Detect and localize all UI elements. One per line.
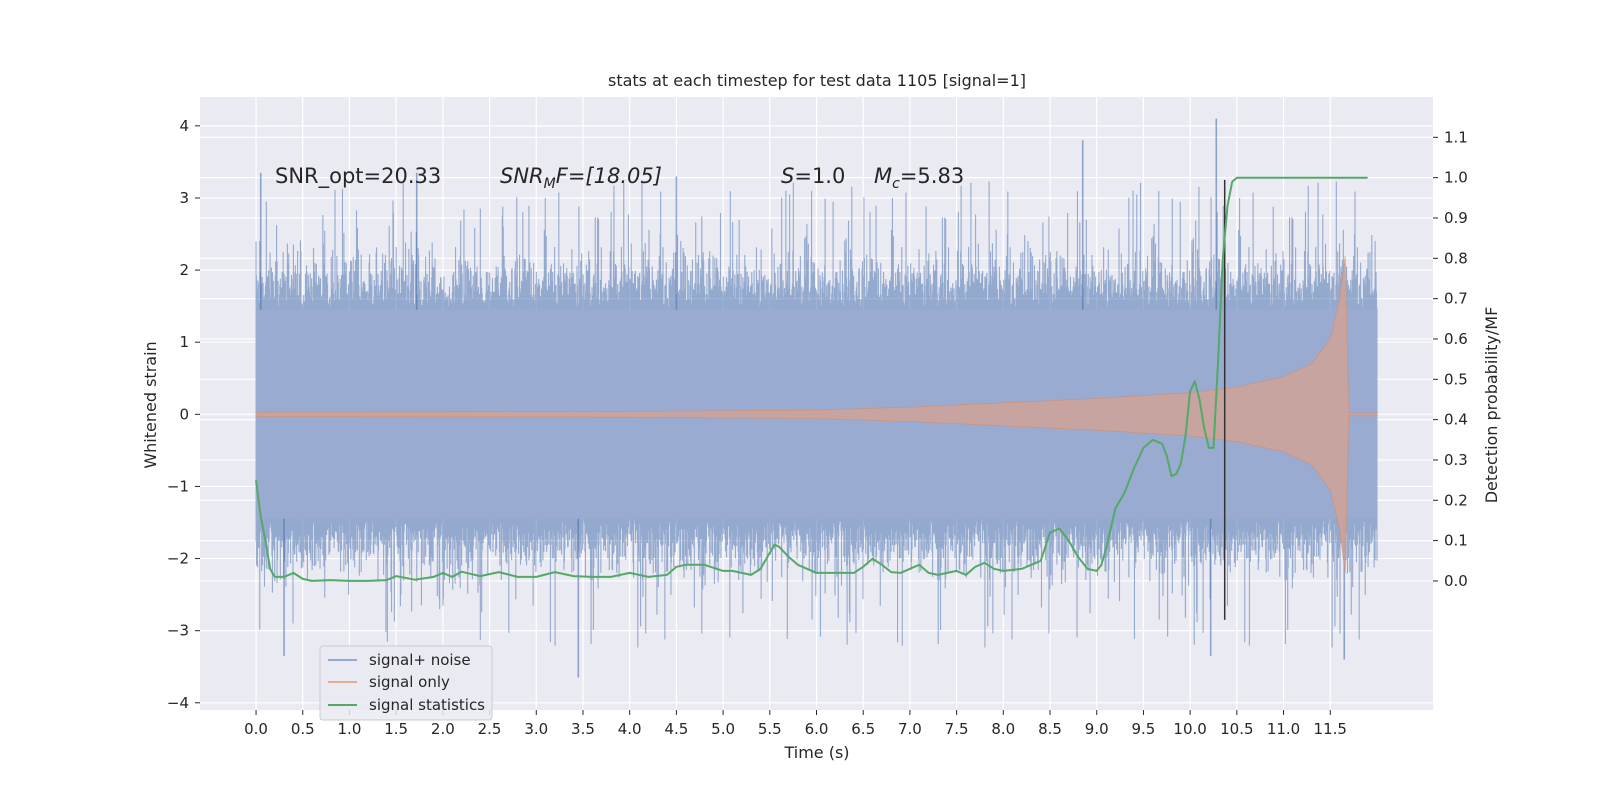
y2-tick-label: 0.6 [1444, 330, 1468, 348]
x-tick-label: 11.5 [1314, 720, 1347, 738]
x-tick-label: 7.5 [945, 720, 969, 738]
y2-tick-label: 1.0 [1444, 169, 1468, 187]
x-tick-label: 9.5 [1132, 720, 1156, 738]
y-tick-label: −3 [167, 622, 189, 640]
plot-layers [200, 97, 1433, 710]
x-tick-label: 9.0 [1085, 720, 1109, 738]
y2-tick-label: 0.2 [1444, 491, 1468, 509]
y2-tick-label: 0.1 [1444, 532, 1468, 550]
series-signal-only-envelope [255, 255, 1378, 574]
x-tick-label: 1.5 [384, 720, 408, 738]
axis-ticks: 0.0 0.5 1.0 1.5 2.0 2.5 3.0 3.5 4.0 4.5 5.0 5.5 6.0 6… [167, 117, 1468, 738]
chart-title: stats at each timestep for test data 110… [608, 71, 1026, 90]
x-tick-label: 4.5 [664, 720, 688, 738]
y-tick-label: −1 [167, 477, 189, 495]
y2-tick-label: 0.0 [1444, 572, 1468, 590]
y2-tick-label: 0.9 [1444, 209, 1468, 227]
chart-legend: signal+ noise signal only signal statist… [319, 645, 493, 721]
x-tick-label: 5.5 [758, 720, 782, 738]
y-tick-label: −4 [167, 694, 189, 712]
y-tick-label: 2 [179, 261, 189, 279]
annotation-snr-mf: SNRMF=[18.05] [500, 164, 662, 192]
legend-label-signal-noise: signal+ noise [369, 651, 471, 669]
y-axis-title: Whitened strain [141, 341, 160, 468]
x-tick-label: 2.0 [431, 720, 455, 738]
x-tick-label: 2.5 [478, 720, 502, 738]
y2-tick-label: 0.4 [1444, 411, 1468, 429]
y-tick-label: 0 [179, 405, 189, 423]
y2-tick-label: 0.7 [1444, 290, 1468, 308]
y-tick-label: 1 [179, 333, 189, 351]
x-tick-label: 4.0 [618, 720, 642, 738]
legend-label-signal-only: signal only [369, 673, 450, 691]
annotation-s: S=1.0 [781, 164, 845, 188]
x-tick-label: 0.0 [244, 720, 268, 738]
x-tick-label: 3.5 [571, 720, 595, 738]
x-tick-label: 3.0 [524, 720, 548, 738]
x-tick-label: 0.5 [291, 720, 315, 738]
x-tick-label: 7.0 [898, 720, 922, 738]
x-tick-label: 1.0 [338, 720, 362, 738]
y-tick-label: −2 [167, 550, 189, 568]
y2-tick-label: 0.8 [1444, 249, 1468, 267]
legend-frame [319, 645, 493, 721]
y2-axis-title: Detection probability/MF [1482, 307, 1501, 504]
x-tick-label: 11.0 [1267, 720, 1300, 738]
x-tick-label: 5.0 [711, 720, 735, 738]
y2-tick-label: 0.5 [1444, 370, 1468, 388]
x-tick-label: 6.0 [805, 720, 829, 738]
series-signal-statistics-line [255, 176, 1368, 582]
annotation-snr-opt: SNR_opt=20.33 [275, 164, 441, 189]
x-tick-label: 8.0 [991, 720, 1015, 738]
y2-tick-label: 1.1 [1444, 128, 1468, 146]
x-tick-label: 6.5 [851, 720, 875, 738]
y2-tick-label: 0.3 [1444, 451, 1468, 469]
x-tick-label: 10.0 [1173, 720, 1206, 738]
legend-label-signal-statistics: signal statistics [369, 696, 485, 714]
x-axis-title: Time (s) [783, 743, 849, 762]
annotation-mc: Mc=5.83 [874, 164, 964, 192]
x-tick-label: 10.5 [1220, 720, 1253, 738]
x-tick-label: 8.5 [1038, 720, 1062, 738]
y-tick-label: 4 [179, 117, 189, 135]
y-tick-label: 3 [179, 189, 189, 207]
